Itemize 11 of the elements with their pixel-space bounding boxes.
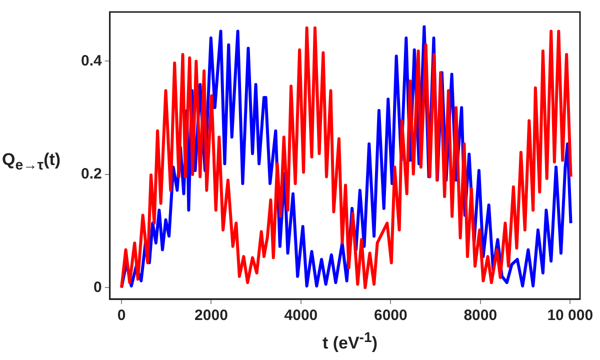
x-tick-label: 6000: [374, 307, 408, 324]
x-tick-label: 8000: [464, 307, 498, 324]
x-tick-label: 2000: [194, 307, 228, 324]
x-axis-title: t (eV$^{-1}$): [321, 330, 379, 354]
y-tick-label: 0.2: [80, 166, 102, 183]
x-tick-label: 0: [117, 307, 126, 324]
x-tick-label: 10 000: [547, 307, 594, 324]
y-axis-title: Q$_{e→τ}$(t): [2, 150, 61, 174]
y-tick-label: 0: [94, 278, 102, 296]
y-tick-label: 0.4: [80, 52, 102, 70]
x-tick-label: 4000: [284, 307, 318, 324]
